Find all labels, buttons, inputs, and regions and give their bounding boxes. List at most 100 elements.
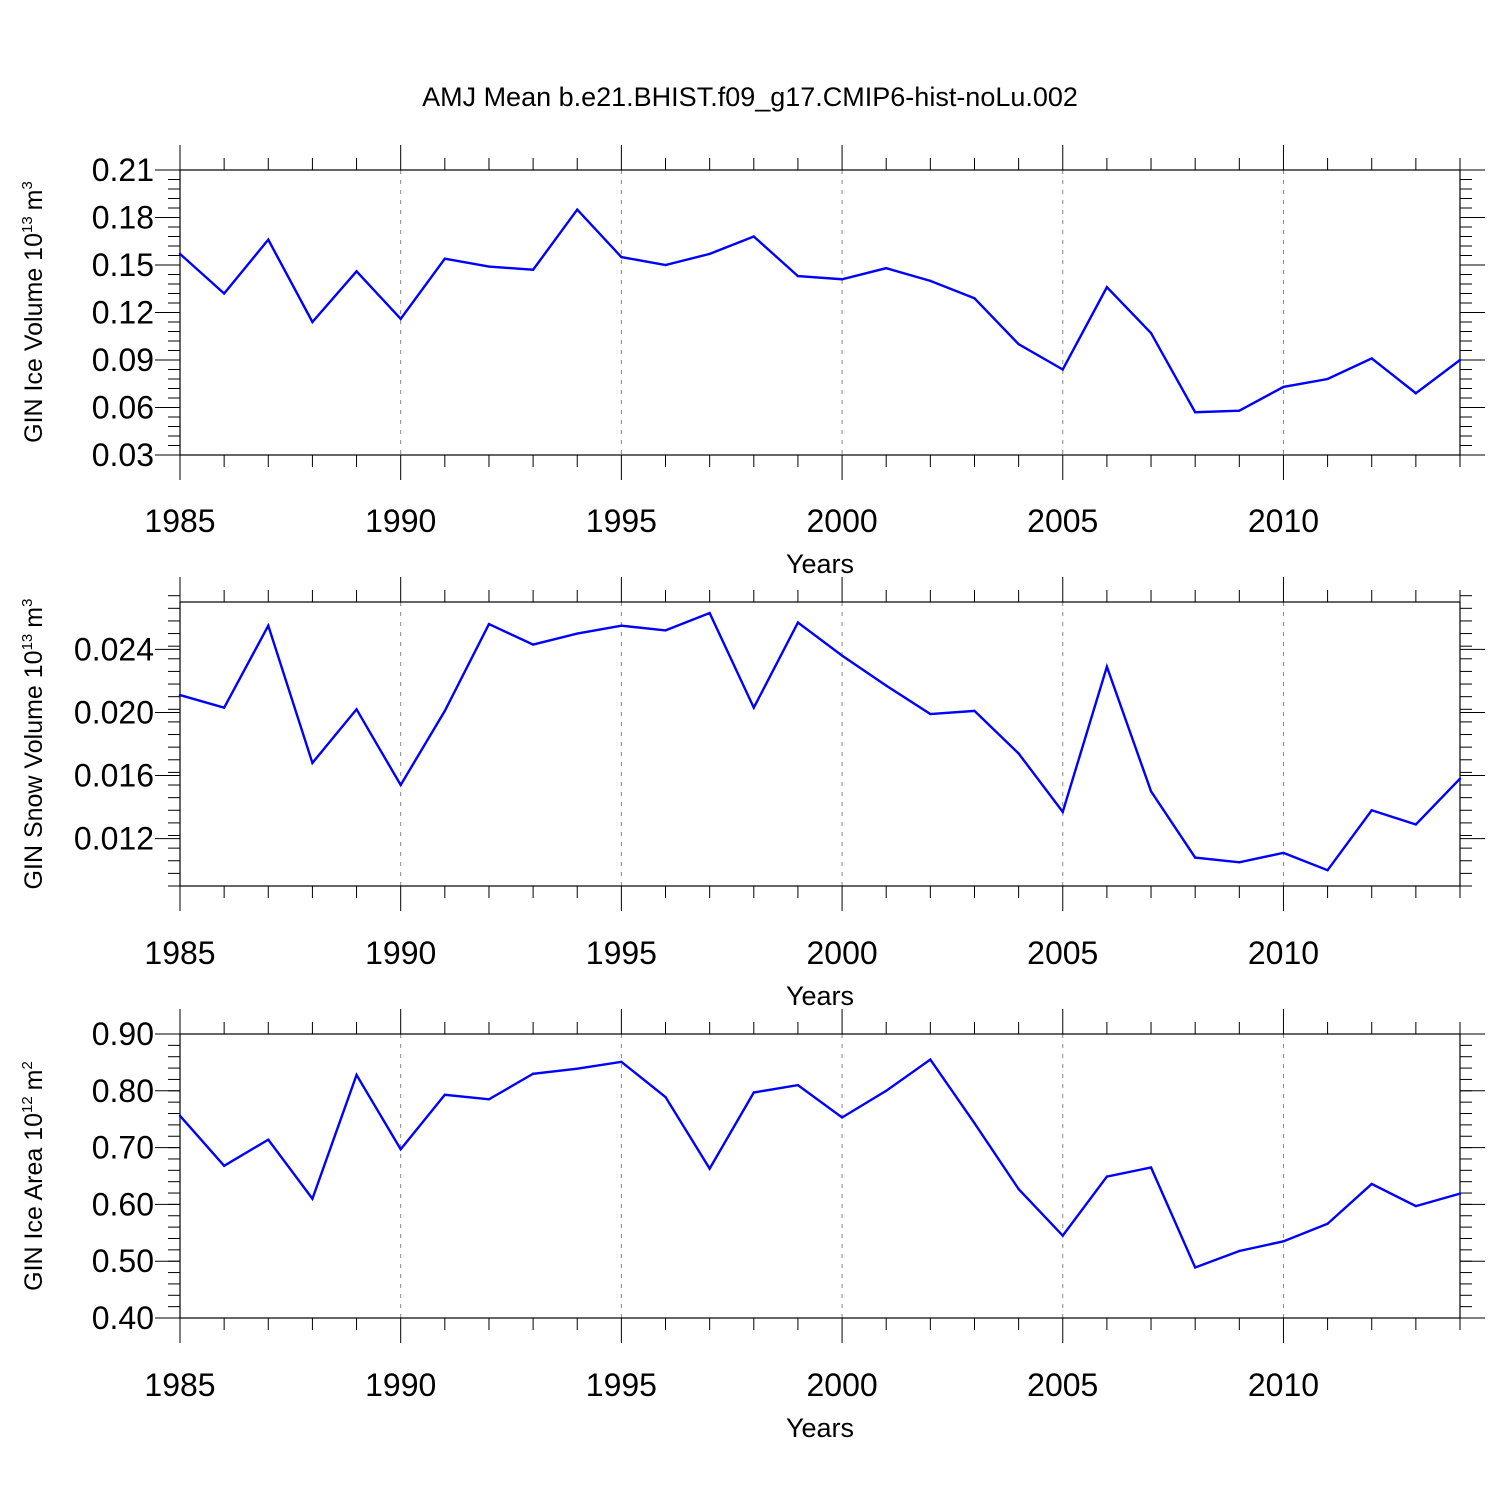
data-point xyxy=(1149,790,1153,793)
chart-panel-1: 1985 1990 1995 2000 2005 2010 Years 0.03 0.06 0.0… xyxy=(19,145,1485,579)
data-point xyxy=(796,1083,800,1087)
y-axis-title-exponent: 13 xyxy=(19,216,36,233)
y-tick-label: 0.12 xyxy=(92,295,154,331)
x-tick-label: 2000 xyxy=(806,503,877,539)
y-axis-title-unit: m xyxy=(20,1069,48,1090)
data-point xyxy=(399,1148,402,1151)
y-axis-title: GIN Ice Volume 1013 m3 xyxy=(19,181,48,443)
data-point xyxy=(267,624,270,627)
data-point xyxy=(355,708,358,711)
y-tick-label: 0.80 xyxy=(92,1073,154,1109)
data-point xyxy=(267,238,270,241)
data-point xyxy=(576,208,579,211)
data-point xyxy=(222,1164,226,1167)
data-point xyxy=(973,1121,976,1125)
x-axis-title: Years xyxy=(786,981,854,1011)
data-point xyxy=(1017,752,1020,755)
data-point xyxy=(222,292,226,295)
data-point xyxy=(178,693,182,697)
data-point xyxy=(1105,665,1109,668)
y-axis-title: GIN Snow Volume 1013 m3 xyxy=(19,599,48,890)
x-tick-label: 2005 xyxy=(1027,1367,1098,1403)
chart-panel-2: 1985 1990 1995 2000 2005 2010 Years 0.012 0.016 0… xyxy=(19,577,1485,1011)
data-point xyxy=(355,1073,358,1077)
series-line xyxy=(179,611,1461,872)
data-point xyxy=(664,1095,667,1099)
data-point xyxy=(443,709,447,713)
y-axis-title-unit-exponent: 3 xyxy=(19,181,36,189)
data-point xyxy=(311,1197,314,1200)
data-point xyxy=(311,320,314,324)
y-axis-title-unit: m xyxy=(20,190,48,211)
x-tick-label: 2010 xyxy=(1248,935,1319,971)
data-point xyxy=(1193,1266,1197,1269)
data-point xyxy=(1238,409,1241,412)
y-tick-label: 0.15 xyxy=(92,247,154,283)
data-point xyxy=(487,265,491,268)
data-point xyxy=(885,266,888,270)
y-tick-label: 0.06 xyxy=(92,390,154,426)
data-point xyxy=(487,1098,491,1101)
data-point xyxy=(1458,1192,1462,1195)
data-point xyxy=(576,1067,579,1070)
data-point xyxy=(1414,823,1418,826)
x-tick-label: 1990 xyxy=(365,503,436,539)
data-point xyxy=(664,629,667,632)
y-tick-label: 0.016 xyxy=(74,758,154,794)
data-point xyxy=(1370,357,1373,360)
data-point xyxy=(752,706,755,709)
data-point xyxy=(399,317,402,321)
data-point xyxy=(531,268,535,271)
data-point xyxy=(620,255,623,259)
chart-panel-3: 1985 1990 1995 2000 2005 2010 Years 0.40 0.50 0.6… xyxy=(19,1009,1485,1443)
data-point xyxy=(885,1089,888,1093)
data-point xyxy=(267,1138,270,1141)
data-point xyxy=(620,1060,623,1064)
x-tick-label: 1985 xyxy=(144,503,215,539)
y-tick-label: 0.09 xyxy=(92,342,154,378)
series-line xyxy=(179,1057,1461,1269)
y-axis-title-exponent: 12 xyxy=(19,1096,36,1113)
data-point xyxy=(1061,368,1064,371)
data-point xyxy=(1282,385,1285,389)
y-tick-label: 0.020 xyxy=(74,694,154,730)
x-tick-label: 2000 xyxy=(806,1367,877,1403)
x-tick-label: 1985 xyxy=(144,1367,215,1403)
data-point xyxy=(708,252,711,256)
data-point xyxy=(1282,851,1285,855)
chart-panels: 1985 1990 1995 2000 2005 2010 Years 0.03 0.06 0.0… xyxy=(19,145,1485,1443)
data-point xyxy=(752,235,755,238)
data-point xyxy=(443,1093,447,1096)
x-tick-label: 2005 xyxy=(1027,503,1098,539)
data-point xyxy=(1370,1182,1373,1186)
data-point xyxy=(1017,1187,1020,1191)
data-point xyxy=(1193,411,1197,414)
data-point xyxy=(708,1167,711,1170)
data-point xyxy=(1414,392,1418,395)
y-tick-label: 0.60 xyxy=(92,1186,154,1222)
y-axis-title-text: GIN Snow Volume 10 xyxy=(20,650,48,889)
data-point xyxy=(178,252,182,256)
data-point xyxy=(840,1116,844,1119)
data-point xyxy=(664,263,667,267)
data-point xyxy=(1282,1240,1285,1243)
y-tick-label: 0.50 xyxy=(92,1243,154,1279)
data-point xyxy=(840,654,844,657)
data-point xyxy=(222,706,226,709)
data-point xyxy=(178,1114,182,1117)
data-point xyxy=(929,279,932,283)
x-tick-label: 1990 xyxy=(365,935,436,971)
x-tick-label: 1995 xyxy=(586,503,657,539)
y-tick-label: 0.40 xyxy=(92,1300,154,1336)
chart-title: AMJ Mean b.e21.BHIST.f09_g17.CMIP6-hist-… xyxy=(422,82,1078,112)
data-point xyxy=(1458,358,1462,362)
data-point xyxy=(796,621,800,624)
data-point xyxy=(1370,809,1373,812)
data-point xyxy=(708,611,711,615)
data-point xyxy=(885,684,888,687)
data-point xyxy=(620,624,623,627)
y-axis-title-exponent: 13 xyxy=(19,634,36,651)
data-point xyxy=(1414,1204,1418,1208)
